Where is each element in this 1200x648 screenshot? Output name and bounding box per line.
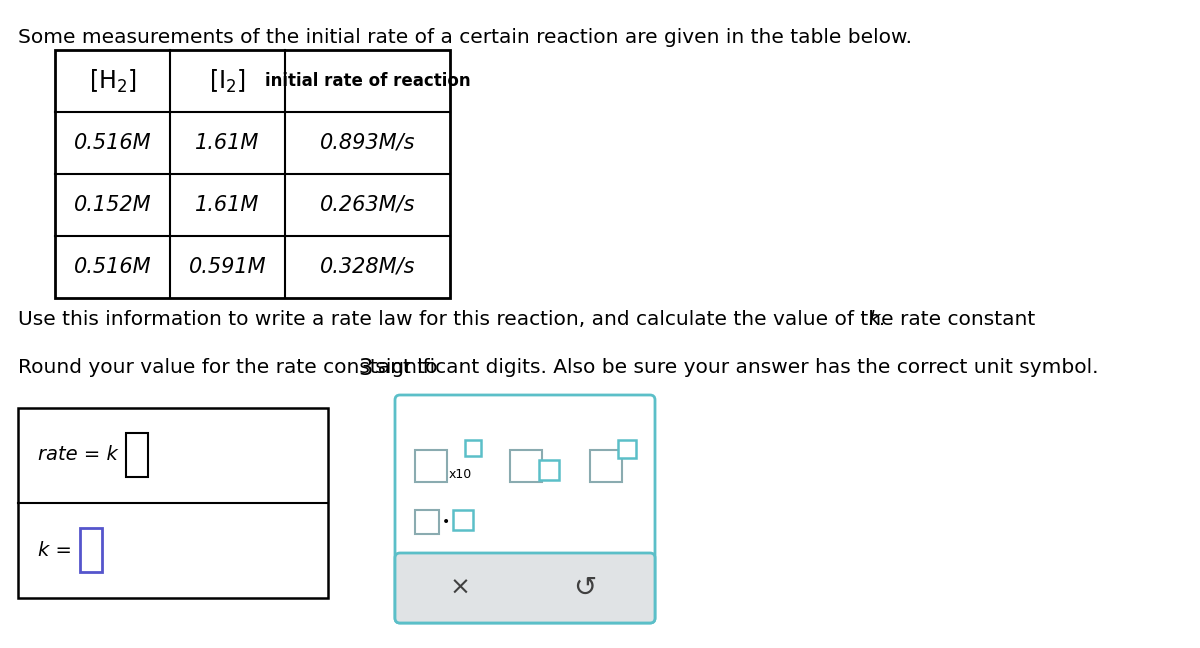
- Text: x10: x10: [449, 467, 473, 481]
- Bar: [55, 50, 450, 298]
- Bar: [415, 510, 439, 534]
- Bar: [415, 450, 446, 482]
- Text: Use this information to write a rate law for this reaction, and calculate the va: Use this information to write a rate law…: [18, 310, 1042, 329]
- Text: $\left[\mathrm{I_2}\right]$: $\left[\mathrm{I_2}\right]$: [209, 67, 246, 95]
- Bar: [590, 450, 622, 482]
- Text: 1.61M: 1.61M: [196, 133, 259, 153]
- Text: 0.591M: 0.591M: [188, 257, 266, 277]
- Text: initial rate of reaction: initial rate of reaction: [265, 72, 470, 90]
- FancyBboxPatch shape: [395, 553, 655, 623]
- Bar: [454, 510, 473, 530]
- Text: 0.516M: 0.516M: [73, 257, 151, 277]
- Bar: [80, 528, 102, 572]
- Text: significant digits. Also be sure your answer has the correct unit symbol.: significant digits. Also be sure your an…: [370, 358, 1099, 377]
- Text: ×: ×: [450, 576, 470, 600]
- Text: k =: k =: [38, 540, 72, 559]
- Text: 0.893M/s: 0.893M/s: [319, 133, 415, 153]
- Text: •: •: [442, 515, 450, 529]
- Text: Some measurements of the initial rate of a certain reaction are given in the tab: Some measurements of the initial rate of…: [18, 28, 912, 47]
- Bar: [18, 408, 328, 598]
- Text: 0.263M/s: 0.263M/s: [319, 195, 415, 215]
- Bar: [539, 460, 559, 480]
- Bar: [126, 433, 148, 477]
- Text: Round your value for the rate constant to: Round your value for the rate constant t…: [18, 358, 444, 377]
- Text: 0.328M/s: 0.328M/s: [319, 257, 415, 277]
- FancyBboxPatch shape: [395, 395, 655, 623]
- Text: 3: 3: [358, 357, 373, 380]
- Bar: [510, 450, 542, 482]
- Bar: [466, 440, 481, 456]
- Text: k.: k.: [869, 310, 887, 329]
- Text: rate = k: rate = k: [38, 446, 118, 465]
- Bar: [618, 440, 636, 458]
- Text: $\left[\mathrm{H_2}\right]$: $\left[\mathrm{H_2}\right]$: [89, 67, 137, 95]
- Text: 0.516M: 0.516M: [73, 133, 151, 153]
- Text: 1.61M: 1.61M: [196, 195, 259, 215]
- Text: 0.152M: 0.152M: [73, 195, 151, 215]
- Text: ↺: ↺: [574, 574, 596, 602]
